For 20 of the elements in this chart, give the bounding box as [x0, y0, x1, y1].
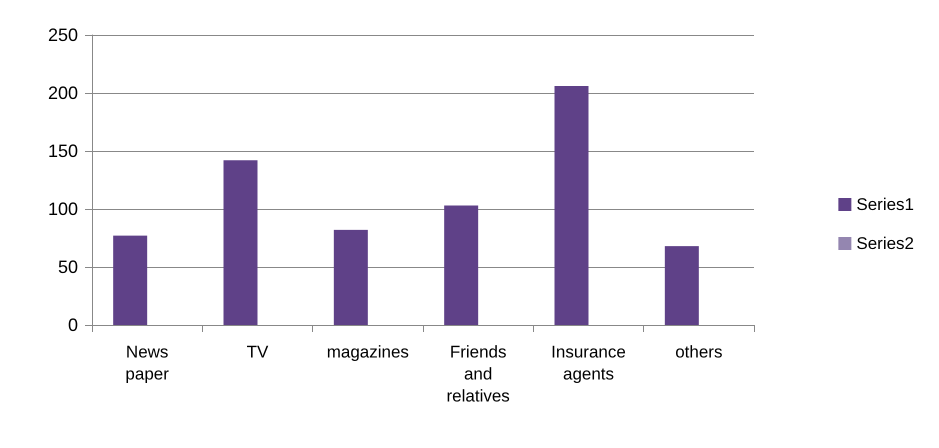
- bar: [334, 230, 368, 325]
- bar: [224, 160, 258, 325]
- x-tick-label: News paper: [125, 342, 170, 384]
- legend-label: Series1: [856, 195, 914, 214]
- y-tick-label: 100: [48, 199, 78, 219]
- bar: [444, 206, 478, 325]
- y-tick-label: 50: [58, 257, 78, 277]
- bar: [664, 246, 699, 325]
- bar: [554, 86, 588, 325]
- x-tick-label: Friends and relatives: [446, 342, 510, 406]
- legend-label: Series2: [856, 234, 914, 253]
- x-tick-label: Insurance agents: [551, 342, 626, 384]
- y-tick-label: 150: [48, 141, 78, 161]
- x-tick-label: others: [675, 342, 722, 362]
- x-tick-label: TV: [246, 342, 270, 362]
- x-tick-label: magazines: [326, 342, 409, 362]
- y-tick-label: 0: [68, 315, 78, 335]
- y-tick-label: 250: [48, 25, 78, 45]
- y-tick-label: 200: [48, 83, 78, 103]
- bar: [113, 236, 148, 325]
